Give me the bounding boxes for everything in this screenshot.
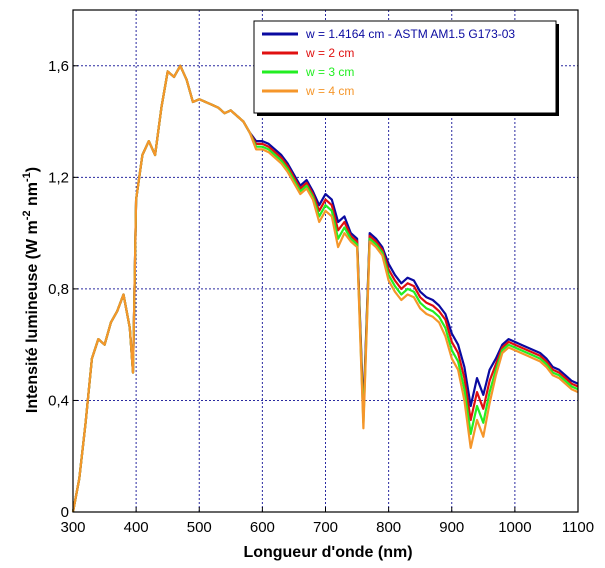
x-tick-label-7: 1000 bbox=[498, 519, 531, 536]
x-tick-label-4: 700 bbox=[313, 519, 338, 536]
series-line-3 bbox=[71, 64, 579, 513]
y-tick-label-2: 0,8 bbox=[48, 281, 69, 298]
series-lines bbox=[71, 64, 579, 513]
x-tick-label-2: 500 bbox=[187, 519, 212, 536]
y-axis-title: Intensité lumineuse (W m-2 nm-1) bbox=[21, 167, 41, 413]
legend-label-0: w = 1.4164 cm - ASTM AM1.5 G173-03 bbox=[305, 27, 515, 41]
x-tick-label-5: 800 bbox=[376, 519, 401, 536]
legend-label-1: w = 2 cm bbox=[305, 46, 354, 60]
y-axis-title-sup2: -1 bbox=[21, 172, 33, 182]
y-axis-title-main: Intensité lumineuse (W m bbox=[24, 220, 41, 413]
x-tick-label-6: 900 bbox=[439, 519, 464, 536]
legend-label-2: w = 3 cm bbox=[305, 65, 354, 79]
y-tick-labels: 0 0,4 0,8 1,2 1,6 bbox=[48, 58, 69, 521]
axis-ticks bbox=[72, 65, 579, 513]
x-tick-label-8: 1100 bbox=[562, 519, 594, 536]
x-tick-label-1: 400 bbox=[124, 519, 149, 536]
x-tick-label-3: 600 bbox=[250, 519, 275, 536]
legend-box bbox=[253, 20, 557, 114]
y-tick-label-3: 1,2 bbox=[48, 169, 69, 186]
legend-label-3: w = 4 cm bbox=[305, 84, 354, 98]
y-tick-label-4: 1,6 bbox=[48, 58, 69, 75]
x-tick-label-0: 300 bbox=[60, 519, 85, 536]
y-axis-title-mid: nm bbox=[24, 182, 41, 210]
y-tick-label-1: 0,4 bbox=[48, 392, 69, 409]
legend: w = 1.4164 cm - ASTM AM1.5 G173-03 w = 2 … bbox=[253, 20, 559, 116]
y-axis-title-end: ) bbox=[24, 167, 41, 172]
y-axis-title-sup1: -2 bbox=[21, 210, 33, 220]
x-tick-labels: 300 400 500 600 700 800 900 1000 1100 bbox=[60, 519, 594, 536]
y-tick-label-0: 0 bbox=[61, 504, 69, 521]
x-axis-title: Longueur d'onde (nm) bbox=[243, 544, 412, 561]
